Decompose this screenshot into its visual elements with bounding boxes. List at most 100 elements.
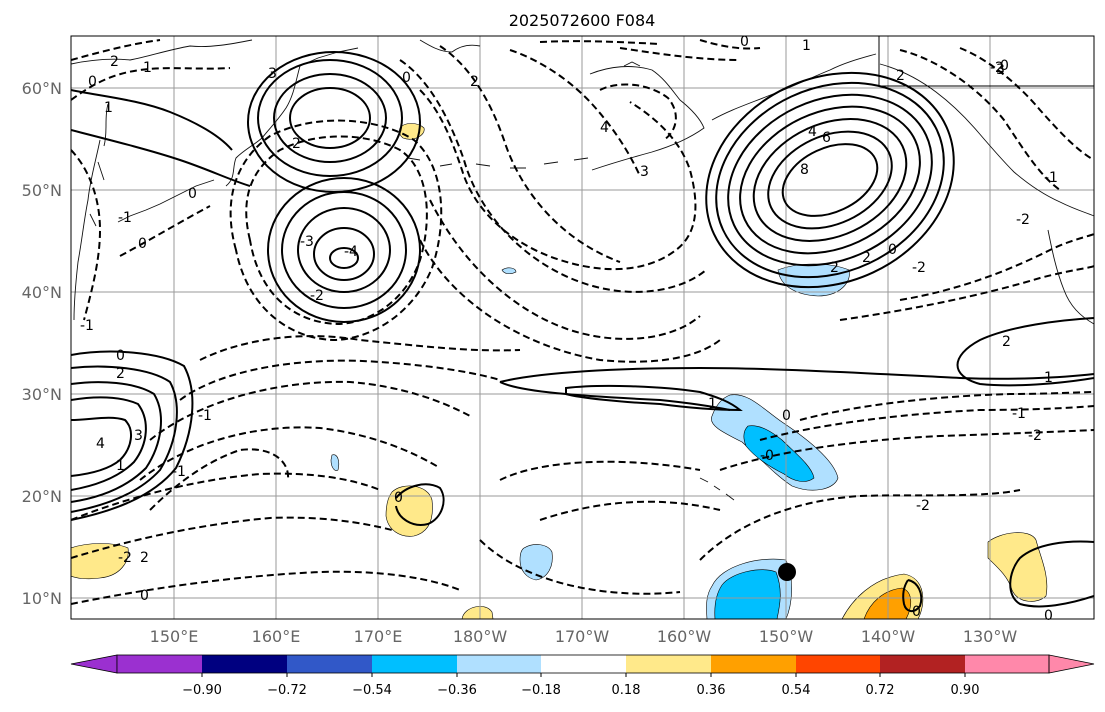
colorbar: −0.90 −0.72 −0.54 −0.36 −0.18 0.18 0.36 …	[70, 654, 1095, 698]
low-south-ring-1	[329, 247, 359, 269]
dash-nw-4	[119, 205, 211, 257]
dash-top-3	[539, 40, 661, 45]
colorbar-segment	[202, 655, 287, 673]
lat-label: 20°N	[22, 487, 62, 506]
colorbar-tick-label: 0.72	[866, 683, 895, 698]
colorbar-segment	[626, 655, 711, 673]
contour-label: -1	[1044, 170, 1058, 186]
longitude-labels: 150°E 160°E 170°E 180°W 170°W 160°W 150°…	[150, 627, 1018, 646]
dash-ne-2	[839, 265, 1094, 321]
lat-label: 40°N	[22, 283, 62, 302]
dash-mid-3	[149, 380, 471, 441]
contour-label: 4	[96, 436, 105, 452]
contour-label: 3	[996, 62, 1005, 78]
high-ring-1	[781, 143, 879, 217]
colorbar-segment	[541, 655, 626, 673]
shade-positive-5	[987, 532, 1048, 602]
black-dot-marker	[778, 563, 796, 581]
coast-aleutians	[407, 157, 589, 169]
lat-label: 30°N	[22, 385, 62, 404]
coast-alaska-peninsula	[589, 53, 877, 171]
shade-negative-8	[501, 267, 517, 275]
contour-label: -1	[198, 408, 212, 424]
colorbar-tick-label: −0.72	[267, 683, 307, 698]
lon-label: 150°E	[150, 627, 199, 646]
lon-label: 150°W	[759, 627, 814, 646]
contour-label: -2	[1016, 212, 1030, 228]
coast-gulf-alaska	[879, 63, 1094, 217]
shade-negative-7	[330, 454, 340, 471]
colorbar-tick-label: 0.90	[951, 683, 980, 698]
nw-solid-curve	[71, 89, 233, 151]
contour-label: 0	[740, 34, 749, 50]
colorbar-segment	[287, 655, 372, 673]
lon-label: 140°W	[861, 627, 916, 646]
contour-label: 0	[912, 604, 921, 620]
lon-label: 170°E	[354, 627, 403, 646]
dash-mid-2	[179, 359, 501, 401]
dash-east-1	[699, 489, 1021, 561]
contour-label: 3	[134, 428, 143, 444]
anomaly-shading	[71, 123, 1048, 619]
lat-label: 10°N	[22, 589, 62, 608]
contour-label: 2	[292, 136, 301, 152]
contour-label: 2	[1002, 334, 1011, 350]
dash-top-2	[619, 47, 741, 61]
contour-label: 0	[188, 186, 197, 202]
dash-trough-6	[429, 199, 701, 340]
contour-label: -2	[916, 498, 930, 514]
low-north-ring-3	[257, 59, 403, 177]
colorbar-tick-label: −0.90	[182, 683, 222, 698]
colorbar-tick-label: 0.18	[612, 683, 641, 698]
dash-trough-7	[419, 239, 721, 363]
low-south-ring-4	[281, 191, 407, 309]
jet-ring-outer	[499, 366, 1094, 411]
contour-label: 4	[808, 124, 817, 140]
contour-label: 0	[88, 74, 97, 90]
lat-lon-grid	[71, 36, 1094, 619]
low-north-ring-1	[289, 87, 371, 149]
dash-mid-7	[71, 570, 461, 605]
colorbar-segment	[372, 655, 457, 673]
contour-label: 2	[116, 366, 125, 382]
contour-label: -1	[118, 210, 132, 226]
colorbar-segment	[457, 655, 541, 673]
colorbar-tick-label: 0.36	[697, 683, 726, 698]
colorbar-segment	[965, 655, 1049, 673]
contour-label: 1	[143, 60, 152, 76]
dash-trough-2	[399, 59, 707, 293]
colorbar-segment	[711, 655, 796, 673]
contour-label: 3	[268, 66, 277, 82]
dash-ne-3	[899, 49, 1061, 191]
lon-label: 130°W	[963, 627, 1018, 646]
contour-label: 2	[110, 54, 119, 70]
dash-east-6	[479, 539, 681, 595]
dash-nw-2	[71, 149, 102, 321]
map-title: 2025072600 F084	[509, 11, 656, 30]
contour-label: -2	[1028, 428, 1042, 444]
contour-label: 2	[470, 74, 479, 90]
dash-mid-8	[149, 448, 290, 511]
contour-label: 0	[116, 348, 125, 364]
west-trough-ring-3	[71, 381, 162, 503]
colorbar-extend-right	[1048, 654, 1095, 674]
west-trough-ring-4	[71, 365, 178, 513]
contour-label: -0	[760, 448, 774, 464]
shade-positive-7	[461, 606, 494, 619]
shade-positive-4	[385, 485, 433, 537]
coast-sakhalin-kurils	[103, 103, 215, 223]
dash-east-2	[719, 429, 1094, 471]
contour-label: 1	[104, 100, 113, 116]
coast-north-america-west	[1047, 229, 1094, 325]
dash-mid-6	[71, 516, 393, 559]
contour-label: -4	[344, 244, 358, 260]
latitude-labels: 60°N 50°N 40°N 30°N 20°N 10°N	[22, 79, 62, 608]
contour-label: 0	[140, 588, 149, 604]
contour-label: 4	[600, 120, 609, 136]
dash-low-ring-1	[245, 135, 428, 326]
coast-siberia-okhotsk	[71, 39, 253, 321]
lat-label: 60°N	[22, 79, 62, 98]
dash-east-5	[539, 500, 721, 521]
high-ring-6	[715, 81, 945, 279]
contour-label: 0	[1044, 608, 1053, 624]
